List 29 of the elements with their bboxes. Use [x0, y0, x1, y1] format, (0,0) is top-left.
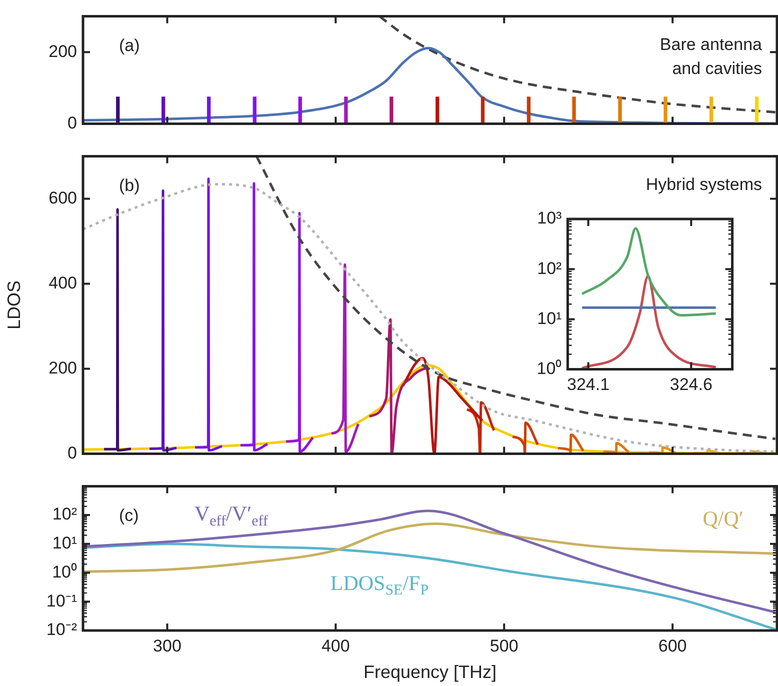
annotation: (c): [119, 506, 139, 525]
y-tick-label: 10³: [537, 208, 562, 228]
x-tick-label: 400: [321, 636, 350, 656]
annotation: Bare antenna and cavities: [660, 34, 763, 78]
x-tick-label: 300: [153, 636, 182, 656]
y-tick-label: 0: [68, 113, 77, 132]
x-tick-label: 324.6: [670, 375, 712, 394]
y-tick-label: 10⁻²: [46, 620, 78, 640]
x-tick-label: 324.1: [567, 375, 610, 394]
y-tick-label: 10²: [52, 504, 78, 524]
series-label: Q/Q′: [702, 506, 744, 530]
annotation: Hybrid systems: [646, 174, 762, 194]
y-tick-label: 600: [48, 188, 77, 208]
x-tick-label: 500: [490, 636, 518, 656]
x-tick-label: 600: [658, 636, 687, 656]
annotation: (b): [119, 176, 140, 195]
y-axis-title: LDOS: [4, 280, 24, 330]
y-tick-label: 10⁻¹: [46, 591, 78, 610]
x-axis-title: Frequency [THz]: [363, 662, 497, 682]
y-tick-label: 0: [68, 443, 77, 462]
annotation: (a): [119, 36, 140, 55]
y-tick-label: 200: [48, 358, 77, 378]
y-tick-label: 10¹: [537, 308, 562, 328]
y-tick-label: 10⁰: [52, 562, 77, 582]
y-tick-label: 400: [48, 273, 77, 292]
y-tick-label: 10⁰: [536, 358, 562, 378]
y-tick-label: 200: [48, 42, 77, 61]
y-tick-label: 10¹: [52, 534, 78, 553]
y-tick-label: 10²: [537, 258, 562, 278]
